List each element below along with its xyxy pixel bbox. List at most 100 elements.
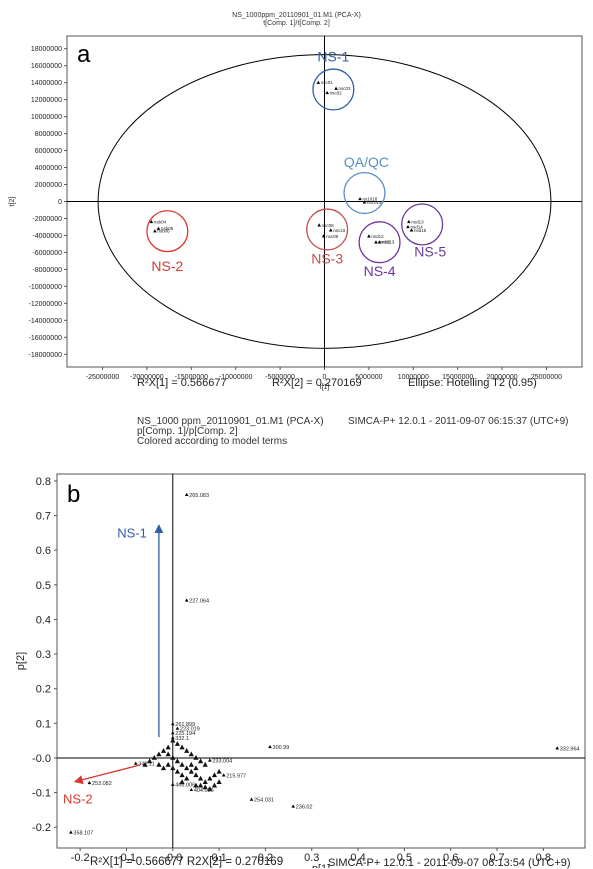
y-tick-label: -0.1 xyxy=(32,788,51,800)
loading-point xyxy=(211,782,218,788)
y-tick-label: 16000000 xyxy=(31,63,62,70)
score-point xyxy=(317,223,321,227)
score-point-label: nsd11 xyxy=(379,240,391,245)
chart-b-software: SIMCA-P+ 12.0.1 - 2011-09-07 06:15:37 (U… xyxy=(348,416,569,427)
loading-point xyxy=(197,782,204,788)
x-tick-label: -5000000 xyxy=(265,374,295,381)
chart-a-title: NS_1000ppm_20110901_01.M1 (PCA-X) xyxy=(232,12,361,19)
score-point-label: nsc08 xyxy=(322,223,335,228)
loading-point-label: 215.977 xyxy=(226,773,246,779)
y-tick-label: -18000000 xyxy=(29,352,63,359)
group-label: NS-3 xyxy=(311,251,343,267)
loading-point xyxy=(179,761,185,767)
loading-point xyxy=(174,758,181,764)
y-tick-label: -16000000 xyxy=(29,335,63,342)
panel-letter: b xyxy=(67,481,80,508)
loading-point xyxy=(160,765,167,771)
loading-point xyxy=(249,797,254,801)
loading-point xyxy=(156,761,162,767)
score-point xyxy=(377,240,382,244)
group-circle xyxy=(401,203,444,246)
loading-point xyxy=(184,775,190,781)
x-tick-label: 0.4 xyxy=(350,852,365,864)
group-circle xyxy=(306,208,349,251)
x-tick-label: 5000000 xyxy=(355,374,382,381)
score-point-label: nsd13 xyxy=(382,240,395,245)
score-point-label: nsc014 xyxy=(367,200,382,205)
loading-point xyxy=(170,731,175,735)
loading-point xyxy=(208,758,212,762)
x-axis-label: p[1] xyxy=(312,863,330,868)
score-point xyxy=(156,226,161,230)
loading-point xyxy=(291,804,296,808)
score-point-label: ns1018 xyxy=(363,196,378,201)
loading-point-label: 233.004 xyxy=(212,758,232,764)
loading-point xyxy=(179,772,185,778)
loading-point xyxy=(174,741,181,746)
x-tick-label: 0.8 xyxy=(536,852,551,864)
loading-point xyxy=(160,748,167,753)
y-tick-label: 6000000 xyxy=(35,148,62,155)
y-tick-label: 0.7 xyxy=(36,511,51,523)
loading-point xyxy=(184,765,190,771)
loading-point-label: 261.899 xyxy=(175,722,195,728)
y-axis-label: t[2] xyxy=(9,197,16,207)
loading-point xyxy=(188,761,194,767)
score-point-label: nsd12 xyxy=(371,234,384,239)
y-tick-label: -0.2 xyxy=(32,822,51,834)
y-tick-label: -8000000 xyxy=(32,267,62,274)
y-tick-label: 0.8 xyxy=(36,476,51,488)
chart-a-subtitle: t[Comp. 1]/t[Comp. 2] xyxy=(263,20,330,27)
x-tick-label: 15000000 xyxy=(442,374,473,381)
loading-point-label: 223.019 xyxy=(180,727,200,733)
score-point xyxy=(153,229,157,233)
loading-point xyxy=(184,492,189,496)
group-label: QA/QC xyxy=(344,154,389,170)
group-circle xyxy=(312,68,355,111)
score-point xyxy=(328,228,333,232)
loading-point xyxy=(268,744,272,749)
x-tick-label: 0.2 xyxy=(258,852,273,864)
score-point-label: nsd13 xyxy=(411,219,424,224)
loading-point xyxy=(156,751,162,757)
chart-b-subtitle: p[Comp. 1]/p[Comp. 2] xyxy=(137,426,238,437)
x-tick-label: -0.0 xyxy=(163,852,182,864)
loading-point-label: 253.082 xyxy=(92,781,112,787)
y-tick-label: 0.5 xyxy=(36,580,51,592)
loading-point xyxy=(221,773,226,777)
loading-point xyxy=(170,782,175,786)
y-tick-label: -0.0 xyxy=(32,753,51,765)
x-tick-label: -0.1 xyxy=(117,852,136,864)
loading-point xyxy=(202,761,208,767)
direction-arrow xyxy=(73,764,141,785)
score-point xyxy=(407,219,411,224)
y-tick-label: 2000000 xyxy=(35,182,62,189)
loading-point xyxy=(179,744,185,750)
loading-point xyxy=(189,787,194,792)
score-point xyxy=(358,196,362,201)
score-point-label: nsd15 xyxy=(414,228,427,233)
x-tick-label: -20000000 xyxy=(130,374,164,381)
loading-point xyxy=(188,768,194,774)
loading-point xyxy=(170,754,176,760)
y-tick-label: -4000000 xyxy=(32,233,62,240)
loading-point xyxy=(197,758,204,764)
panel-letter: a xyxy=(77,41,91,68)
chart-a: 18000000 16000000 14000000 12000000 10000000… xyxy=(9,35,583,391)
y-tick-label: -14000000 xyxy=(29,318,63,325)
score-point-label: nsb06 xyxy=(157,229,170,234)
loading-point xyxy=(184,748,190,753)
x-tick-label: -25000000 xyxy=(86,374,120,381)
loading-point-label: 332.964 xyxy=(560,746,580,752)
loading-point-label: 225.194 xyxy=(175,731,195,737)
y-tick-label: 18000000 xyxy=(31,46,62,53)
loading-point xyxy=(216,779,222,785)
loading-point-label: 358.107 xyxy=(73,830,93,836)
group-label: NS-1 xyxy=(317,48,349,64)
group-circle xyxy=(343,171,386,215)
loading-point-label: 332.1 xyxy=(175,736,189,742)
chart-b: 0.8 0.7 0.6 0.5 0.4 0.3 0.2 0.1 -0.0 -0.1 -0.2 -0.2… xyxy=(15,473,586,868)
score-point xyxy=(321,234,326,238)
loading-point xyxy=(184,598,189,602)
loading-point xyxy=(165,761,171,767)
